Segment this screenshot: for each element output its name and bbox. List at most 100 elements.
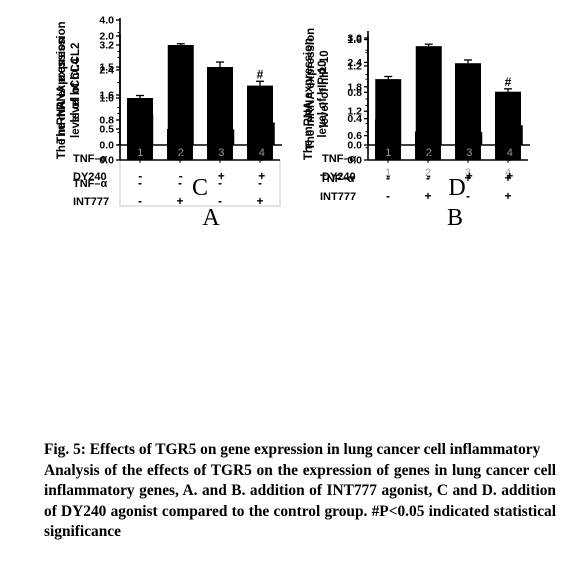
y-axis-label: level of hCCL4: [70, 57, 82, 137]
y-tick-label: 1.6: [99, 90, 114, 102]
condition-sign: -: [138, 176, 142, 190]
y-tick-label: 0.4: [347, 113, 362, 125]
y-axis-label: The mRNA expression: [305, 28, 317, 150]
condition-sign: -: [427, 169, 431, 183]
y-axis-label: The mRNA expression: [303, 38, 315, 160]
y-tick-label: 1.5: [99, 62, 114, 74]
y-tick-label: 0.8: [347, 87, 362, 99]
condition-sign: -: [179, 169, 183, 183]
condition-label: TNF–α: [73, 153, 108, 165]
y-tick-label: 1.8: [347, 81, 362, 93]
significance-mark: #: [506, 108, 513, 122]
significance-mark: #: [257, 67, 264, 81]
x-category-label: 2: [178, 147, 184, 159]
caption-text: Analysis of the effects of TGR5 on the e…: [44, 461, 556, 541]
condition-sign: -: [219, 151, 223, 165]
condition-sign: +: [256, 194, 263, 208]
bar: [167, 45, 194, 145]
condition-sign: -: [386, 189, 390, 203]
y-tick-label: 0.0: [99, 155, 114, 167]
y-axis-label: level of hIP-10: [319, 50, 331, 127]
condition-label: INT777: [73, 196, 109, 208]
condition-label: TNF–α: [320, 173, 355, 185]
bar: [248, 122, 275, 145]
y-tick-label: 0.8: [99, 115, 114, 127]
y-tick-label: 2.0: [99, 31, 114, 43]
x-category-label: 1: [385, 167, 391, 179]
x-category-label: 3: [466, 147, 472, 159]
y-tick-label: 4.0: [99, 15, 114, 27]
caption-title: Fig. 5: Effects of TGR5 on gene expressi…: [44, 441, 541, 458]
panel-label: B: [447, 205, 463, 231]
panel-label: D: [448, 175, 465, 201]
condition-sign: -: [466, 189, 470, 203]
y-axis-label: The mRNA expression: [56, 37, 68, 159]
condition-sign: -: [426, 171, 430, 185]
condition-label: INT777: [320, 191, 356, 203]
bar: [456, 131, 483, 145]
condition-sign: +: [466, 169, 473, 183]
y-tick-label: 1.2: [347, 60, 362, 72]
chart-panel-d: 0.0 0.4 0.8 1.2 1.6 The mRNA expression level …: [290, 28, 571, 440]
chart-panel-c: 0.0 0.8 1.6 2.4 3.2 4.0 The mRNA expression lev…: [0, 15, 290, 440]
y-axis-label: level of hCCL2: [70, 43, 82, 123]
condition-sign: +: [504, 189, 511, 203]
bar: [496, 125, 523, 145]
condition-sign: +: [258, 169, 265, 183]
condition-sign: -: [386, 151, 390, 165]
x-category-label: 3: [465, 167, 471, 179]
y-tick-label: 0.5: [99, 124, 114, 136]
y-tick-label: 2.4: [99, 65, 114, 77]
y-tick-label: 3.2: [99, 40, 114, 52]
bar: [127, 113, 154, 145]
condition-sign: -: [258, 176, 262, 190]
y-tick-label: 1.6: [347, 34, 362, 46]
bar: [415, 46, 442, 146]
y-tick-label: 0.0: [99, 140, 114, 152]
condition-sign: -: [218, 176, 222, 190]
x-category-label: 2: [426, 147, 432, 159]
condition-sign: -: [386, 169, 390, 183]
condition-sign: -: [138, 151, 142, 165]
chart-group: 0.0 0.8 1.6 2.4 3.2 4.0 The mRNA expression lev…: [56, 15, 282, 201]
condition-sign: +: [506, 169, 513, 183]
condition-sign: +: [504, 171, 511, 185]
panel-label: A: [202, 205, 220, 231]
condition-sign: +: [258, 151, 265, 165]
x-category-label: 4: [505, 167, 511, 179]
condition-sign: +: [218, 169, 225, 183]
y-tick-label: 0.6: [347, 130, 362, 142]
x-category-label: 4: [507, 147, 513, 159]
chart-c-svg: 0.0 0.8 1.6 2.4 3.2 4.0 The mRNA expression lev…: [56, 15, 282, 201]
y-tick-label: 2.4: [347, 57, 362, 69]
y-tick-label: 1.2: [347, 106, 362, 118]
bar: [375, 79, 402, 145]
significance-mark: #: [258, 107, 265, 121]
x-category-label: 2: [425, 167, 431, 179]
significance-mark: #: [505, 75, 512, 89]
y-tick-label: 0.0: [347, 140, 362, 152]
condition-sign: +: [464, 171, 471, 185]
condition-sign: -: [467, 151, 471, 165]
condition-sign: -: [386, 171, 390, 185]
y-axis-label: level of hIP-10: [317, 60, 329, 137]
bar: [208, 129, 235, 145]
condition-label: DY240: [322, 171, 356, 183]
y-tick-label: 3.0: [347, 33, 362, 45]
condition-sign: -: [218, 194, 222, 208]
x-category-label: 1: [137, 147, 143, 159]
condition-sign: +: [177, 151, 184, 165]
x-category-label: 3: [218, 147, 224, 159]
condition-sign: -: [138, 194, 142, 208]
y-tick-label: 1.0: [99, 93, 114, 105]
y-tick-label: 0.0: [347, 155, 362, 167]
condition-sign: -: [138, 169, 142, 183]
condition-label: DY240: [73, 171, 107, 183]
figure-caption: Fig. 5: Effects of TGR5 on gene expressi…: [44, 440, 556, 543]
condition-sign: +: [424, 189, 431, 203]
condition-sign: +: [176, 194, 183, 208]
x-category-label: 1: [385, 147, 391, 159]
